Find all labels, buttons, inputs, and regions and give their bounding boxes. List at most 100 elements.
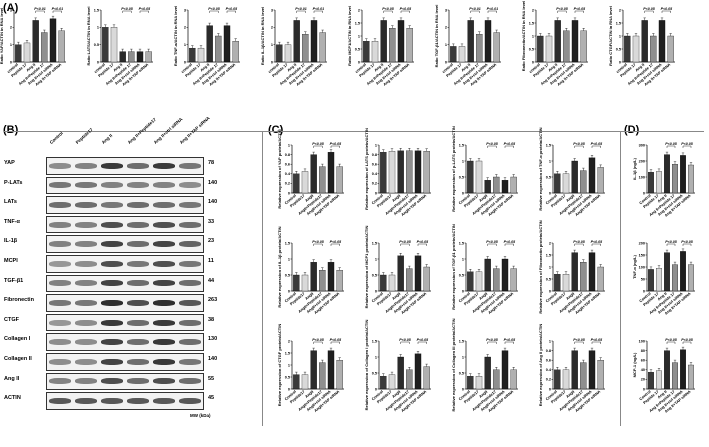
error-bar [590,347,594,351]
blot-band [179,397,201,404]
blot-band [75,241,97,248]
y-tick-label: 1 [619,34,621,38]
bar [475,160,483,194]
y-tick-label: 2 [10,26,12,30]
bar-chart-svg: Relative expression of TGF-β1 protein/AC… [451,224,518,315]
bar [293,20,300,63]
y-axis-label: Relative expression of Collagen I protei… [364,320,369,411]
error-bar [673,261,677,265]
y-tick-label: 1 [462,159,464,163]
significance-label: P<0.05 [504,142,516,146]
y-tick-label: 1 [532,34,534,38]
y-tick-label: 1.5 [372,241,377,245]
y-tick-label: 0 [462,191,464,195]
blot-band [101,280,123,287]
bar-chart-panel-a: Ratio TNF-α/ACTIN in RNA level 0 1 2 3 contro… [173,4,256,107]
bar [484,20,492,63]
significance-bracket [313,145,323,148]
bar-chart-svg: Relative expression of YAP protein/ACTIN… [277,129,344,217]
blot-strip [46,157,204,175]
bar [597,360,604,390]
y-tick-label: 1.5 [546,253,551,257]
error-bar [329,347,333,351]
significance-bracket [487,145,497,148]
bar [293,274,300,292]
bar [145,51,152,63]
error-bar [689,162,693,165]
significance-bracket [313,341,323,344]
error-bar [547,33,551,36]
error-bar [599,357,602,361]
bar-chart-panel-c: Relative expression of Fibronectin prote… [538,220,621,336]
bar [32,20,39,63]
axis-line [622,10,675,63]
blot-row-label: TNF-α [4,218,20,225]
error-bar [573,17,577,21]
error-bar [689,362,693,365]
blot-band [179,358,201,365]
bar [641,20,648,63]
bar [423,266,430,292]
blot-band [153,260,175,267]
bar-chart-svg: Relative expression of LATS protein/ACTI… [364,128,431,217]
blot-band [127,358,149,365]
blot-row-label: P-LATs [4,179,23,186]
blot-strip [46,255,204,273]
error-bar [408,148,411,151]
bar-chart-svg: Ratio IL-1β/ACTIN in RNA level 0 1 2 3 contro… [260,7,327,87]
y-tick-label: 0 [375,191,377,195]
y-tick-label: 50 [641,277,645,281]
blot-lane-label: Ang II [100,132,114,145]
y-tick-label: 0 [271,60,273,64]
section-divider-vertical-left [262,132,263,426]
bar [571,160,578,194]
y-tick-label: 0.4 [372,172,378,176]
x-tick-label: AngII [565,194,575,203]
error-bar [503,347,507,351]
error-bar [17,41,20,45]
x-tick-label: AngII [565,292,575,301]
bar [672,164,678,194]
bar [554,369,561,390]
blot-band [179,201,201,208]
axis-line [646,341,695,390]
error-bar [681,152,685,156]
bar-chart-svg: Relative expression of Collagen I protei… [364,320,431,413]
significance-bracket [591,145,601,148]
bar-chart-panel-c: Relative expression of MCP1 protein/ACTI… [364,226,447,336]
blot-lane-label: Peptide17 [74,127,94,145]
y-tick-label: 0 [643,387,645,391]
bar [688,164,694,194]
y-tick-label: 0.2 [372,182,377,186]
significance-bracket [644,10,654,13]
error-bar [665,151,669,155]
bar [301,171,309,194]
bar [680,251,686,292]
significance-bracket [682,243,692,246]
x-tick-label: Control [545,292,558,304]
bar [580,30,587,63]
bar-chart-panel-c: Relative expression of TNF-α protein/ACT… [538,127,621,238]
bar-chart-panel-d: MCP-1 (ng/L) 0 20 40 60 80 100 Control Peptide 1… [632,335,709,434]
blot-band [101,339,123,346]
error-bar [312,17,316,21]
bar [388,374,396,390]
error-bar [469,269,472,272]
y-tick-label: 0.5 [459,175,464,179]
y-tick-label: 0.5 [459,273,464,277]
error-bar [295,17,298,21]
bar [475,271,483,292]
blot-row-label: TGF-β1 [4,277,24,284]
bar [389,28,396,63]
y-tick-label: 0.8 [546,349,551,353]
blot-band [49,299,71,306]
bar [23,42,31,63]
error-bar [486,17,490,21]
y-tick-label: 1 [271,43,273,47]
y-tick-label: 0 [97,60,99,64]
bar [284,44,292,63]
error-bar [477,269,481,272]
bar [648,269,654,292]
bar [656,370,662,390]
error-bar [469,158,472,161]
